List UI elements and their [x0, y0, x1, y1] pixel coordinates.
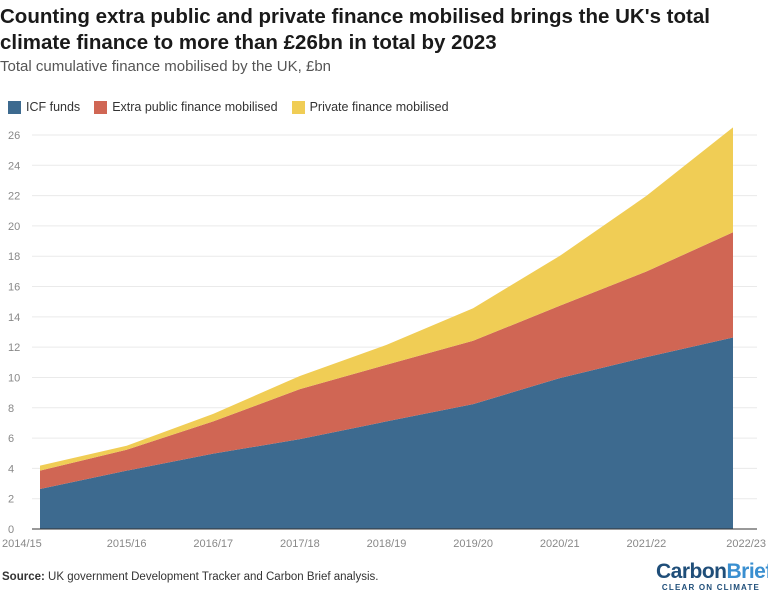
y-tick-label: 22 [8, 191, 20, 203]
legend-label: ICF funds [26, 100, 81, 114]
x-tick-label: 2020/21 [540, 538, 580, 550]
y-tick-label: 26 [8, 130, 20, 142]
chart-title: Counting extra public and private financ… [0, 5, 710, 54]
source-label: Source: [2, 571, 45, 583]
x-tick-label: 2015/16 [107, 538, 147, 550]
y-tick-label: 18 [8, 251, 20, 263]
y-tick-label: 8 [8, 403, 14, 415]
y-tick-label: 4 [8, 463, 14, 475]
y-tick-label: 0 [8, 524, 14, 536]
y-tick-label: 24 [8, 160, 20, 172]
x-tick-label: 2018/19 [367, 538, 407, 550]
legend-swatch [8, 100, 21, 114]
source-note: Source: UK government Development Tracke… [2, 571, 379, 583]
legend-swatch [94, 100, 108, 114]
x-tick-label: 2016/17 [193, 538, 233, 550]
x-tick-label: 2022/23 [726, 538, 766, 550]
y-tick-label: 14 [8, 312, 20, 324]
source-text: UK government Development Tracker and Ca… [44, 571, 379, 583]
legend-swatch [291, 100, 305, 114]
x-tick-label: 2014/15 [2, 538, 42, 550]
chart-subtitle: Total cumulative finance mobilised by th… [0, 58, 332, 75]
area-series-0 [40, 337, 733, 529]
logo-part2: Brief [726, 560, 768, 583]
legend-item-private: Private finance mobilised [291, 100, 449, 114]
y-tick-label: 10 [8, 372, 20, 384]
carbon-brief-logo: CarbonBrief CLEAR ON CLIMATE [656, 560, 768, 593]
area-series-1 [40, 232, 733, 489]
y-tick-label: 16 [8, 282, 20, 294]
y-tick-label: 20 [8, 221, 20, 233]
x-tick-label: 2019/20 [453, 538, 493, 550]
x-tick-label: 2021/22 [626, 538, 666, 550]
legend-item-public: Extra public finance mobilised [94, 100, 278, 114]
y-tick-label: 6 [8, 433, 14, 445]
y-tick-label: 12 [8, 342, 20, 354]
logo-part1: Carbon [656, 560, 727, 583]
y-tick-label: 2 [8, 494, 14, 506]
x-tick-label: 2017/18 [280, 538, 320, 550]
legend: ICF funds Extra public finance mobilised… [8, 100, 449, 114]
logo-tagline: CLEAR ON CLIMATE [661, 583, 761, 592]
legend-item-icf: ICF funds [8, 100, 80, 114]
legend-label: Private finance mobilised [309, 100, 449, 114]
legend-label: Extra public finance mobilised [112, 100, 278, 114]
